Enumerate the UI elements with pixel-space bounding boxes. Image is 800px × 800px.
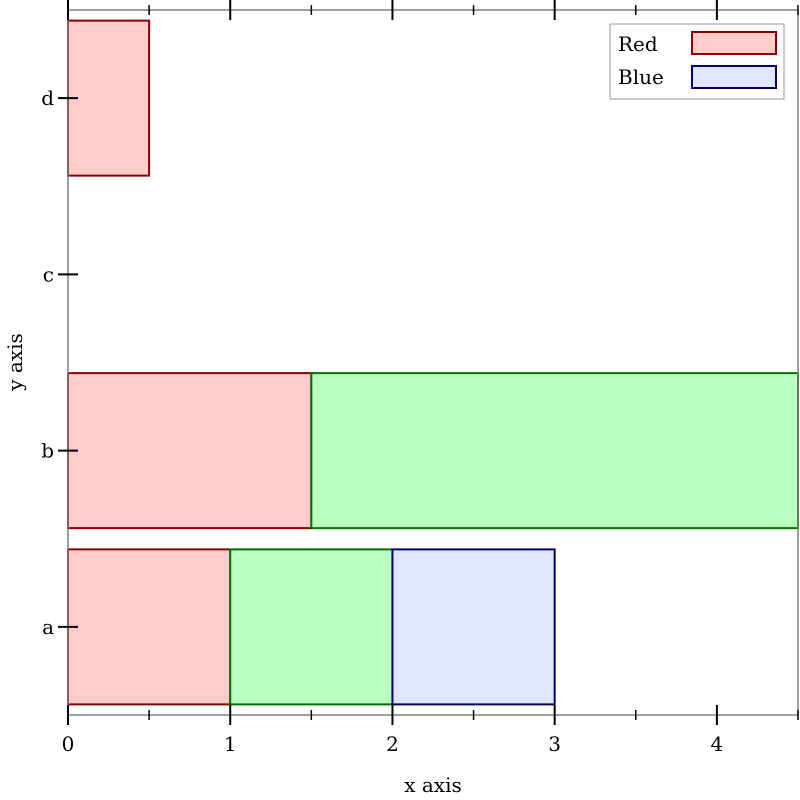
x-axis-label: x axis xyxy=(404,773,462,797)
bar-b-segment-2 xyxy=(310,372,799,530)
x-tick-label: 1 xyxy=(224,732,237,756)
y-tick-label-a: a xyxy=(42,615,54,639)
x-tick-label: 4 xyxy=(711,732,724,756)
y-tick-label-c: c xyxy=(43,262,54,286)
legend-swatch-red xyxy=(691,31,777,55)
bar-a-segment-1 xyxy=(67,548,232,706)
legend-label-red: Red xyxy=(618,32,658,56)
legend: Red Blue xyxy=(609,23,785,100)
x-tick-label: 0 xyxy=(62,732,75,756)
bar-a-segment-3 xyxy=(391,548,556,706)
y-axis-label: y axis xyxy=(3,333,27,392)
legend-swatch-blue xyxy=(691,65,777,89)
x-tick-label: 3 xyxy=(548,732,561,756)
y-tick-label-b: b xyxy=(41,439,54,463)
bar-b-segment-1 xyxy=(67,372,313,530)
bar-a-segment-2 xyxy=(229,548,394,706)
legend-label-blue: Blue xyxy=(618,65,664,89)
bar-d-segment-1 xyxy=(67,19,151,177)
x-tick-label: 2 xyxy=(386,732,399,756)
y-tick-label-d: d xyxy=(41,86,54,110)
bars-layer xyxy=(67,19,799,706)
ticks-layer: 0 1 2 3 4 a b c d xyxy=(41,0,799,756)
plot-frame xyxy=(67,9,799,716)
